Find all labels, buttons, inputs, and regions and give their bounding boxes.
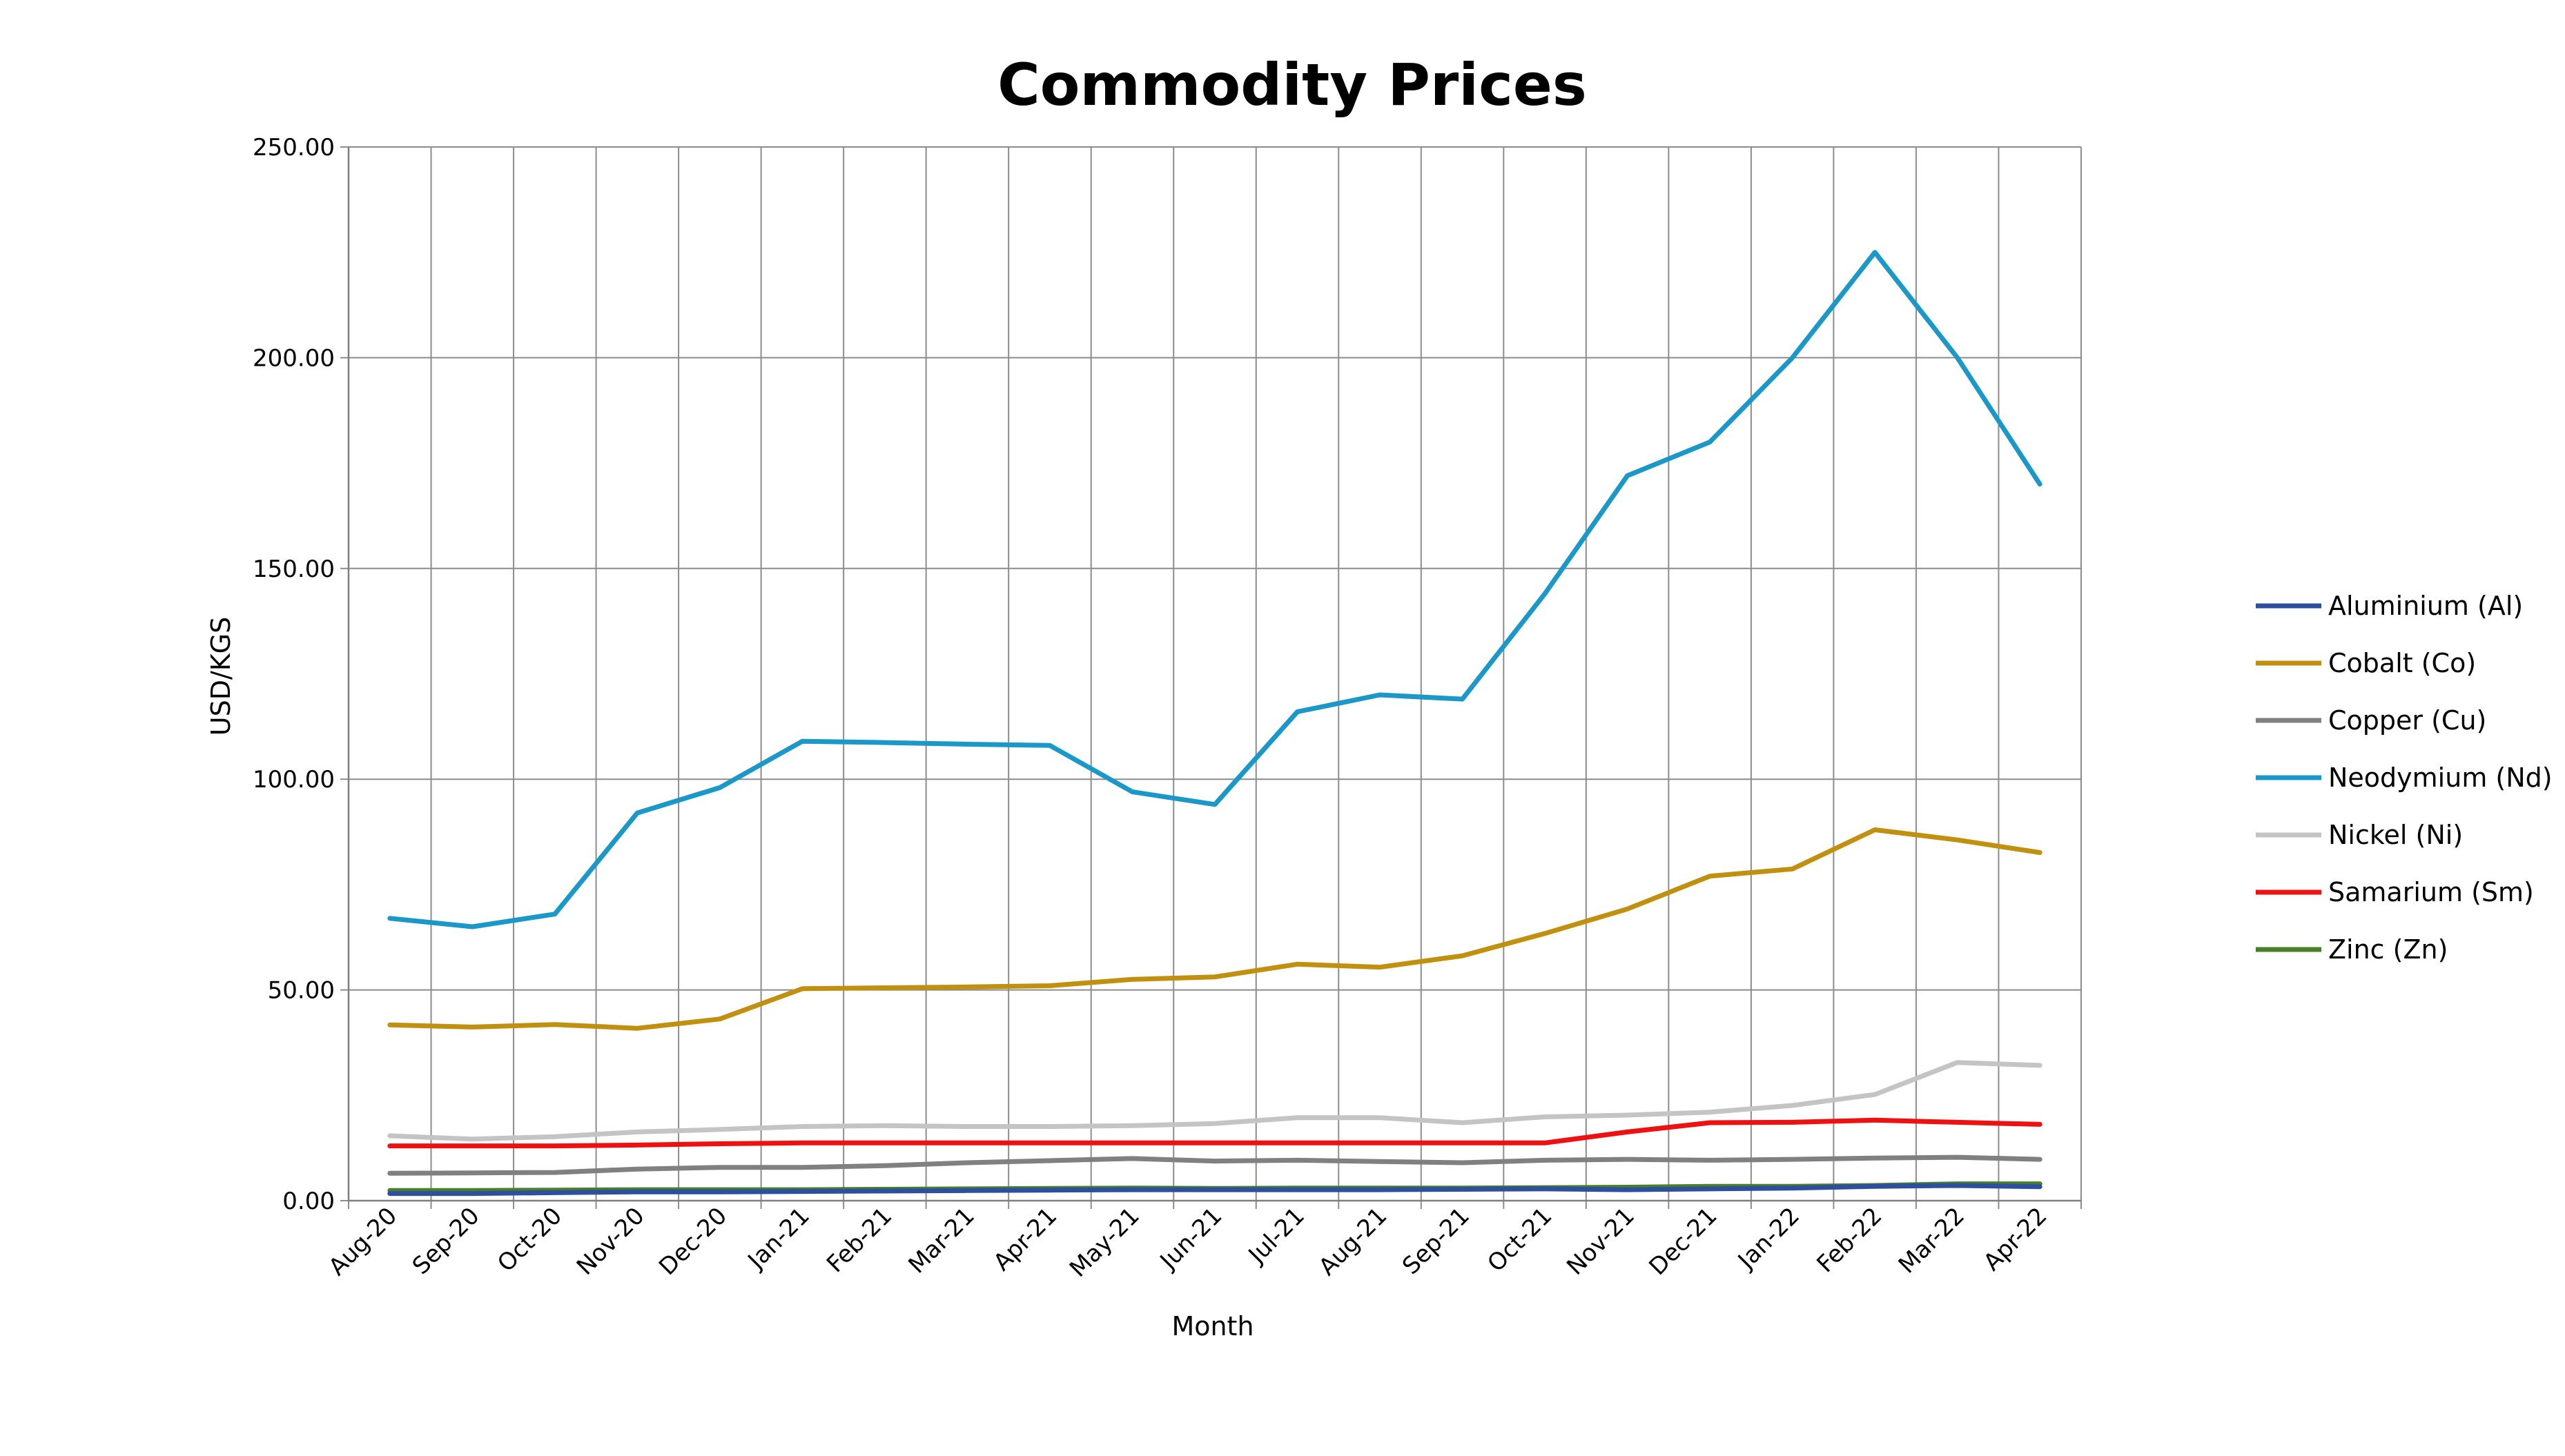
- legend-label: Zinc (Zn): [2328, 934, 2448, 965]
- legend-label: Copper (Cu): [2328, 705, 2486, 736]
- legend-label: Cobalt (Co): [2328, 648, 2476, 678]
- series-line: [387, 1117, 2042, 1149]
- series-line: [387, 1154, 2042, 1176]
- legend-label: Aluminium (Al): [2328, 591, 2523, 621]
- y-tick-labels: 0.00 50.00 100.00 150.00 200.00 250.00: [253, 134, 335, 1215]
- y-tick-label: 200.00: [253, 344, 335, 372]
- legend: Aluminium (Al) Cobalt (Co) Copper (Cu) Neod…: [2256, 591, 2553, 965]
- y-tick-label: 100.00: [253, 766, 335, 794]
- y-axis-label: USD/KGS: [206, 617, 236, 736]
- series-line: [387, 1060, 2042, 1142]
- series-line: [387, 1183, 2042, 1197]
- y-tick-label: 50.00: [268, 977, 335, 1005]
- series-line: [387, 827, 2042, 1031]
- y-tick-label: 250.00: [253, 134, 335, 161]
- legend-label: Nickel (Ni): [2328, 820, 2463, 850]
- x-axis-label: Month: [1171, 1311, 1254, 1341]
- y-tick-label: 150.00: [253, 555, 335, 583]
- series-line: [387, 250, 2042, 929]
- series-lines: [387, 250, 2042, 1197]
- legend-label: Samarium (Sm): [2328, 877, 2534, 907]
- y-tick-label: 0.00: [282, 1188, 335, 1215]
- legend-label: Neodymium (Nd): [2328, 763, 2553, 793]
- axes: [340, 146, 2082, 1209]
- chart-title: Commodity Prices: [997, 51, 1587, 119]
